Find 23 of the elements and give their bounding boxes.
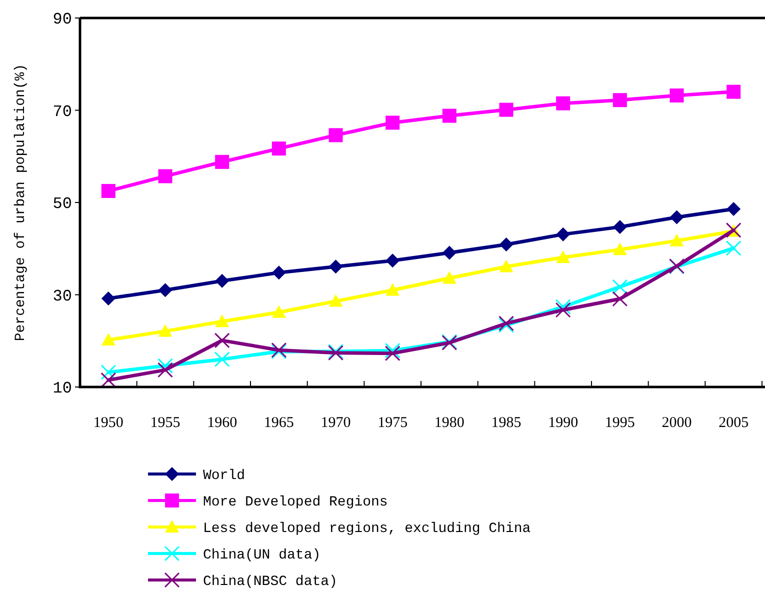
- x-tick-label: 2005: [718, 415, 749, 431]
- y-tick-label: 70: [52, 102, 72, 121]
- x-tick-label: 1985: [491, 415, 522, 431]
- x-tick-label: 2000: [662, 415, 692, 431]
- x-tick-label: 1955: [150, 415, 180, 431]
- x-tick-label: 1950: [93, 415, 124, 431]
- x-tick-label: 1980: [434, 415, 464, 431]
- y-tick-label: 50: [52, 195, 72, 214]
- x-tick-label: 1995: [604, 415, 635, 431]
- y-tick-label: 10: [52, 380, 72, 398]
- x-tick-label: 1960: [207, 415, 238, 431]
- legend-label: Less developed regions, excluding China: [203, 520, 531, 537]
- x-tick-label: 1965: [264, 415, 294, 431]
- legend-label: China(UN data): [203, 547, 321, 564]
- y-axis-title: Percentage of urban population(%): [13, 64, 29, 342]
- y-tick-label: 90: [52, 10, 72, 29]
- x-tick-label: 1975: [378, 415, 408, 431]
- y-tick-label: 30: [52, 287, 72, 306]
- legend-label: World: [203, 468, 246, 484]
- x-tick-label: 1990: [548, 415, 578, 431]
- legend-label: More Developed Regions: [203, 494, 388, 510]
- legend-label: China(NBSC data): [203, 574, 338, 590]
- x-tick-label: 1970: [320, 415, 351, 431]
